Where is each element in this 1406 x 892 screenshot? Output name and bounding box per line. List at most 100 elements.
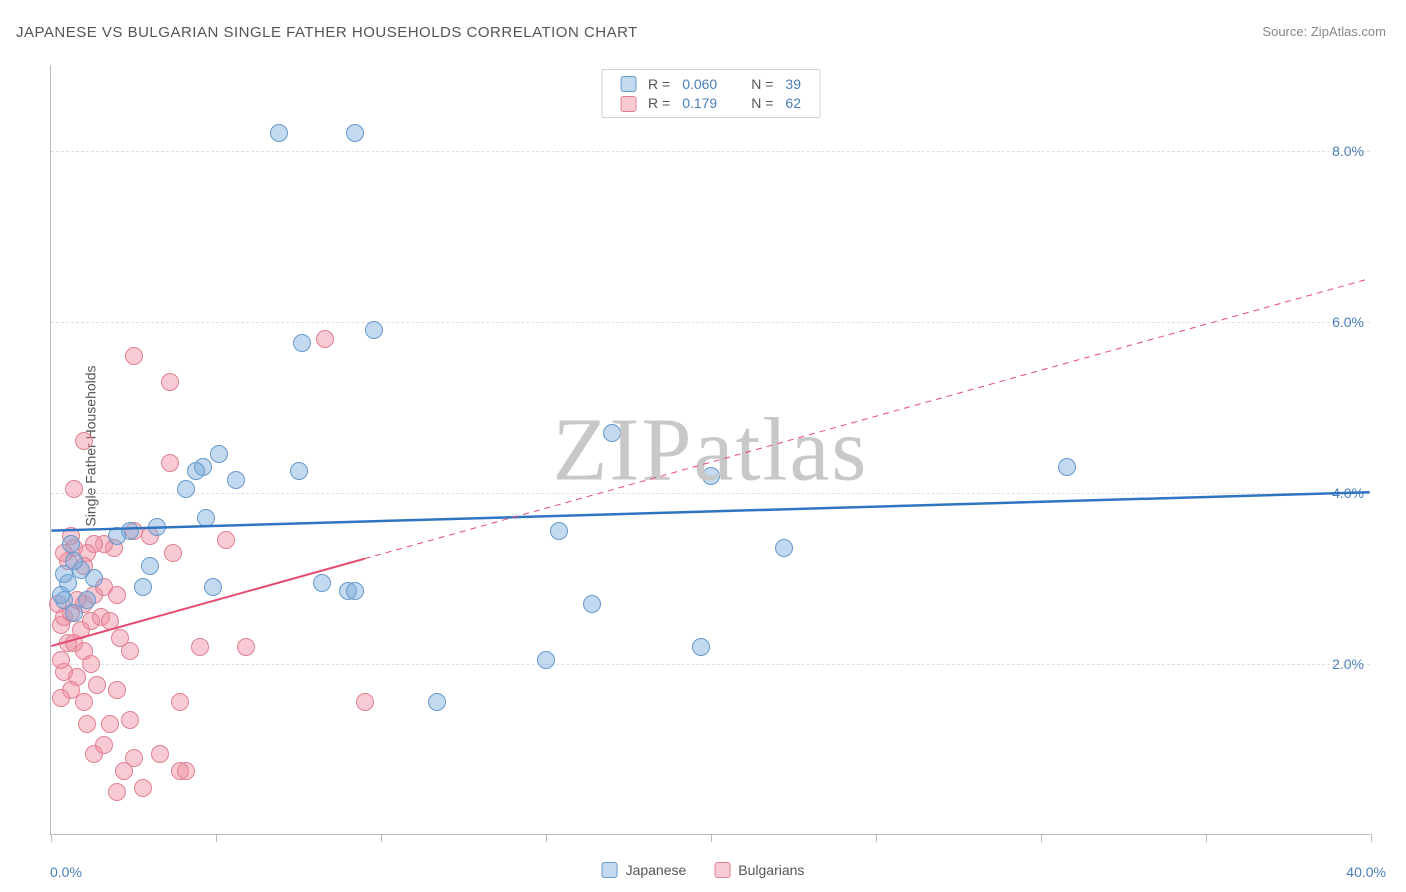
legend-stats-row-japanese: R = 0.060 N = 39 bbox=[614, 74, 807, 93]
legend-r-value-japanese: 0.060 bbox=[676, 74, 723, 93]
trend-line bbox=[51, 492, 1369, 530]
scatter-point-japanese bbox=[108, 527, 126, 545]
scatter-point-bulgarians bbox=[101, 715, 119, 733]
x-tick bbox=[1206, 834, 1207, 842]
scatter-point-japanese bbox=[537, 651, 555, 669]
chart-container: JAPANESE VS BULGARIAN SINGLE FATHER HOUS… bbox=[0, 0, 1406, 892]
x-axis-min-label: 0.0% bbox=[50, 864, 82, 880]
scatter-point-japanese bbox=[210, 445, 228, 463]
scatter-point-japanese bbox=[550, 522, 568, 540]
source-name: ZipAtlas.com bbox=[1311, 24, 1386, 39]
scatter-point-japanese bbox=[270, 124, 288, 142]
scatter-point-japanese bbox=[313, 574, 331, 592]
scatter-point-bulgarians bbox=[65, 480, 83, 498]
scatter-point-japanese bbox=[702, 467, 720, 485]
y-tick-label: 2.0% bbox=[1332, 656, 1364, 672]
gridline-h bbox=[51, 493, 1370, 494]
scatter-point-japanese bbox=[346, 124, 364, 142]
scatter-point-bulgarians bbox=[356, 693, 374, 711]
scatter-point-japanese bbox=[775, 539, 793, 557]
x-tick bbox=[51, 834, 52, 842]
scatter-point-bulgarians bbox=[237, 638, 255, 656]
y-tick-label: 4.0% bbox=[1332, 485, 1364, 501]
scatter-point-bulgarians bbox=[177, 762, 195, 780]
scatter-point-japanese bbox=[148, 518, 166, 536]
scatter-point-bulgarians bbox=[108, 681, 126, 699]
scatter-point-bulgarians bbox=[161, 373, 179, 391]
scatter-point-japanese bbox=[290, 462, 308, 480]
plot-area: ZIPatlas R = 0.060 N = 39 R = 0.179 N = bbox=[50, 65, 1370, 835]
legend-label-japanese: Japanese bbox=[626, 862, 687, 878]
scatter-point-japanese bbox=[55, 565, 73, 583]
legend-r-label: R = bbox=[642, 74, 676, 93]
x-tick bbox=[381, 834, 382, 842]
scatter-point-bulgarians bbox=[78, 715, 96, 733]
scatter-point-japanese bbox=[293, 334, 311, 352]
gridline-h bbox=[51, 664, 1370, 665]
scatter-point-japanese bbox=[603, 424, 621, 442]
watermark-text: ZIPatlas bbox=[553, 398, 869, 501]
scatter-point-bulgarians bbox=[85, 745, 103, 763]
scatter-point-japanese bbox=[365, 321, 383, 339]
legend-swatch-japanese bbox=[602, 862, 618, 878]
scatter-point-bulgarians bbox=[171, 693, 189, 711]
legend-label-bulgarians: Bulgarians bbox=[738, 862, 804, 878]
scatter-point-bulgarians bbox=[125, 347, 143, 365]
gridline-h bbox=[51, 322, 1370, 323]
y-tick-label: 8.0% bbox=[1332, 143, 1364, 159]
scatter-point-japanese bbox=[692, 638, 710, 656]
legend-series: Japanese Bulgarians bbox=[602, 862, 805, 878]
legend-r-label: R = bbox=[642, 93, 676, 112]
legend-item-japanese: Japanese bbox=[602, 862, 687, 878]
scatter-point-bulgarians bbox=[191, 638, 209, 656]
chart-title: JAPANESE VS BULGARIAN SINGLE FATHER HOUS… bbox=[16, 24, 638, 41]
scatter-point-bulgarians bbox=[108, 586, 126, 604]
scatter-point-bulgarians bbox=[316, 330, 334, 348]
source-attribution: Source: ZipAtlas.com bbox=[1262, 24, 1386, 39]
x-axis-max-label: 40.0% bbox=[1346, 864, 1386, 880]
scatter-point-japanese bbox=[177, 480, 195, 498]
scatter-point-bulgarians bbox=[52, 651, 70, 669]
legend-n-value-japanese: 39 bbox=[779, 74, 807, 93]
scatter-point-japanese bbox=[62, 535, 80, 553]
x-tick bbox=[216, 834, 217, 842]
scatter-point-bulgarians bbox=[121, 711, 139, 729]
legend-n-label: N = bbox=[745, 93, 779, 112]
x-tick bbox=[1041, 834, 1042, 842]
scatter-point-japanese bbox=[134, 578, 152, 596]
scatter-point-bulgarians bbox=[75, 693, 93, 711]
legend-swatch-bulgarians bbox=[714, 862, 730, 878]
scatter-point-japanese bbox=[141, 557, 159, 575]
legend-swatch-bulgarians bbox=[620, 96, 636, 112]
scatter-point-bulgarians bbox=[101, 612, 119, 630]
legend-n-label: N = bbox=[745, 74, 779, 93]
scatter-point-bulgarians bbox=[75, 432, 93, 450]
scatter-point-japanese bbox=[204, 578, 222, 596]
legend-stats-row-bulgarians: R = 0.179 N = 62 bbox=[614, 93, 807, 112]
scatter-point-japanese bbox=[52, 586, 70, 604]
scatter-point-bulgarians bbox=[164, 544, 182, 562]
scatter-point-bulgarians bbox=[88, 676, 106, 694]
gridline-h bbox=[51, 151, 1370, 152]
scatter-point-japanese bbox=[197, 509, 215, 527]
legend-r-value-bulgarians: 0.179 bbox=[676, 93, 723, 112]
scatter-point-japanese bbox=[583, 595, 601, 613]
scatter-point-japanese bbox=[1058, 458, 1076, 476]
scatter-point-bulgarians bbox=[52, 689, 70, 707]
scatter-point-japanese bbox=[227, 471, 245, 489]
scatter-point-bulgarians bbox=[217, 531, 235, 549]
scatter-point-japanese bbox=[428, 693, 446, 711]
legend-stats: R = 0.060 N = 39 R = 0.179 N = 62 bbox=[601, 69, 820, 118]
scatter-point-bulgarians bbox=[161, 454, 179, 472]
x-tick bbox=[546, 834, 547, 842]
legend-swatch-japanese bbox=[620, 76, 636, 92]
x-tick bbox=[876, 834, 877, 842]
trend-line bbox=[364, 279, 1369, 559]
scatter-point-bulgarians bbox=[108, 783, 126, 801]
scatter-point-bulgarians bbox=[121, 642, 139, 660]
trend-lines-svg bbox=[51, 65, 1370, 834]
x-tick bbox=[1371, 834, 1372, 842]
scatter-point-japanese bbox=[346, 582, 364, 600]
scatter-point-bulgarians bbox=[125, 749, 143, 767]
scatter-point-bulgarians bbox=[151, 745, 169, 763]
